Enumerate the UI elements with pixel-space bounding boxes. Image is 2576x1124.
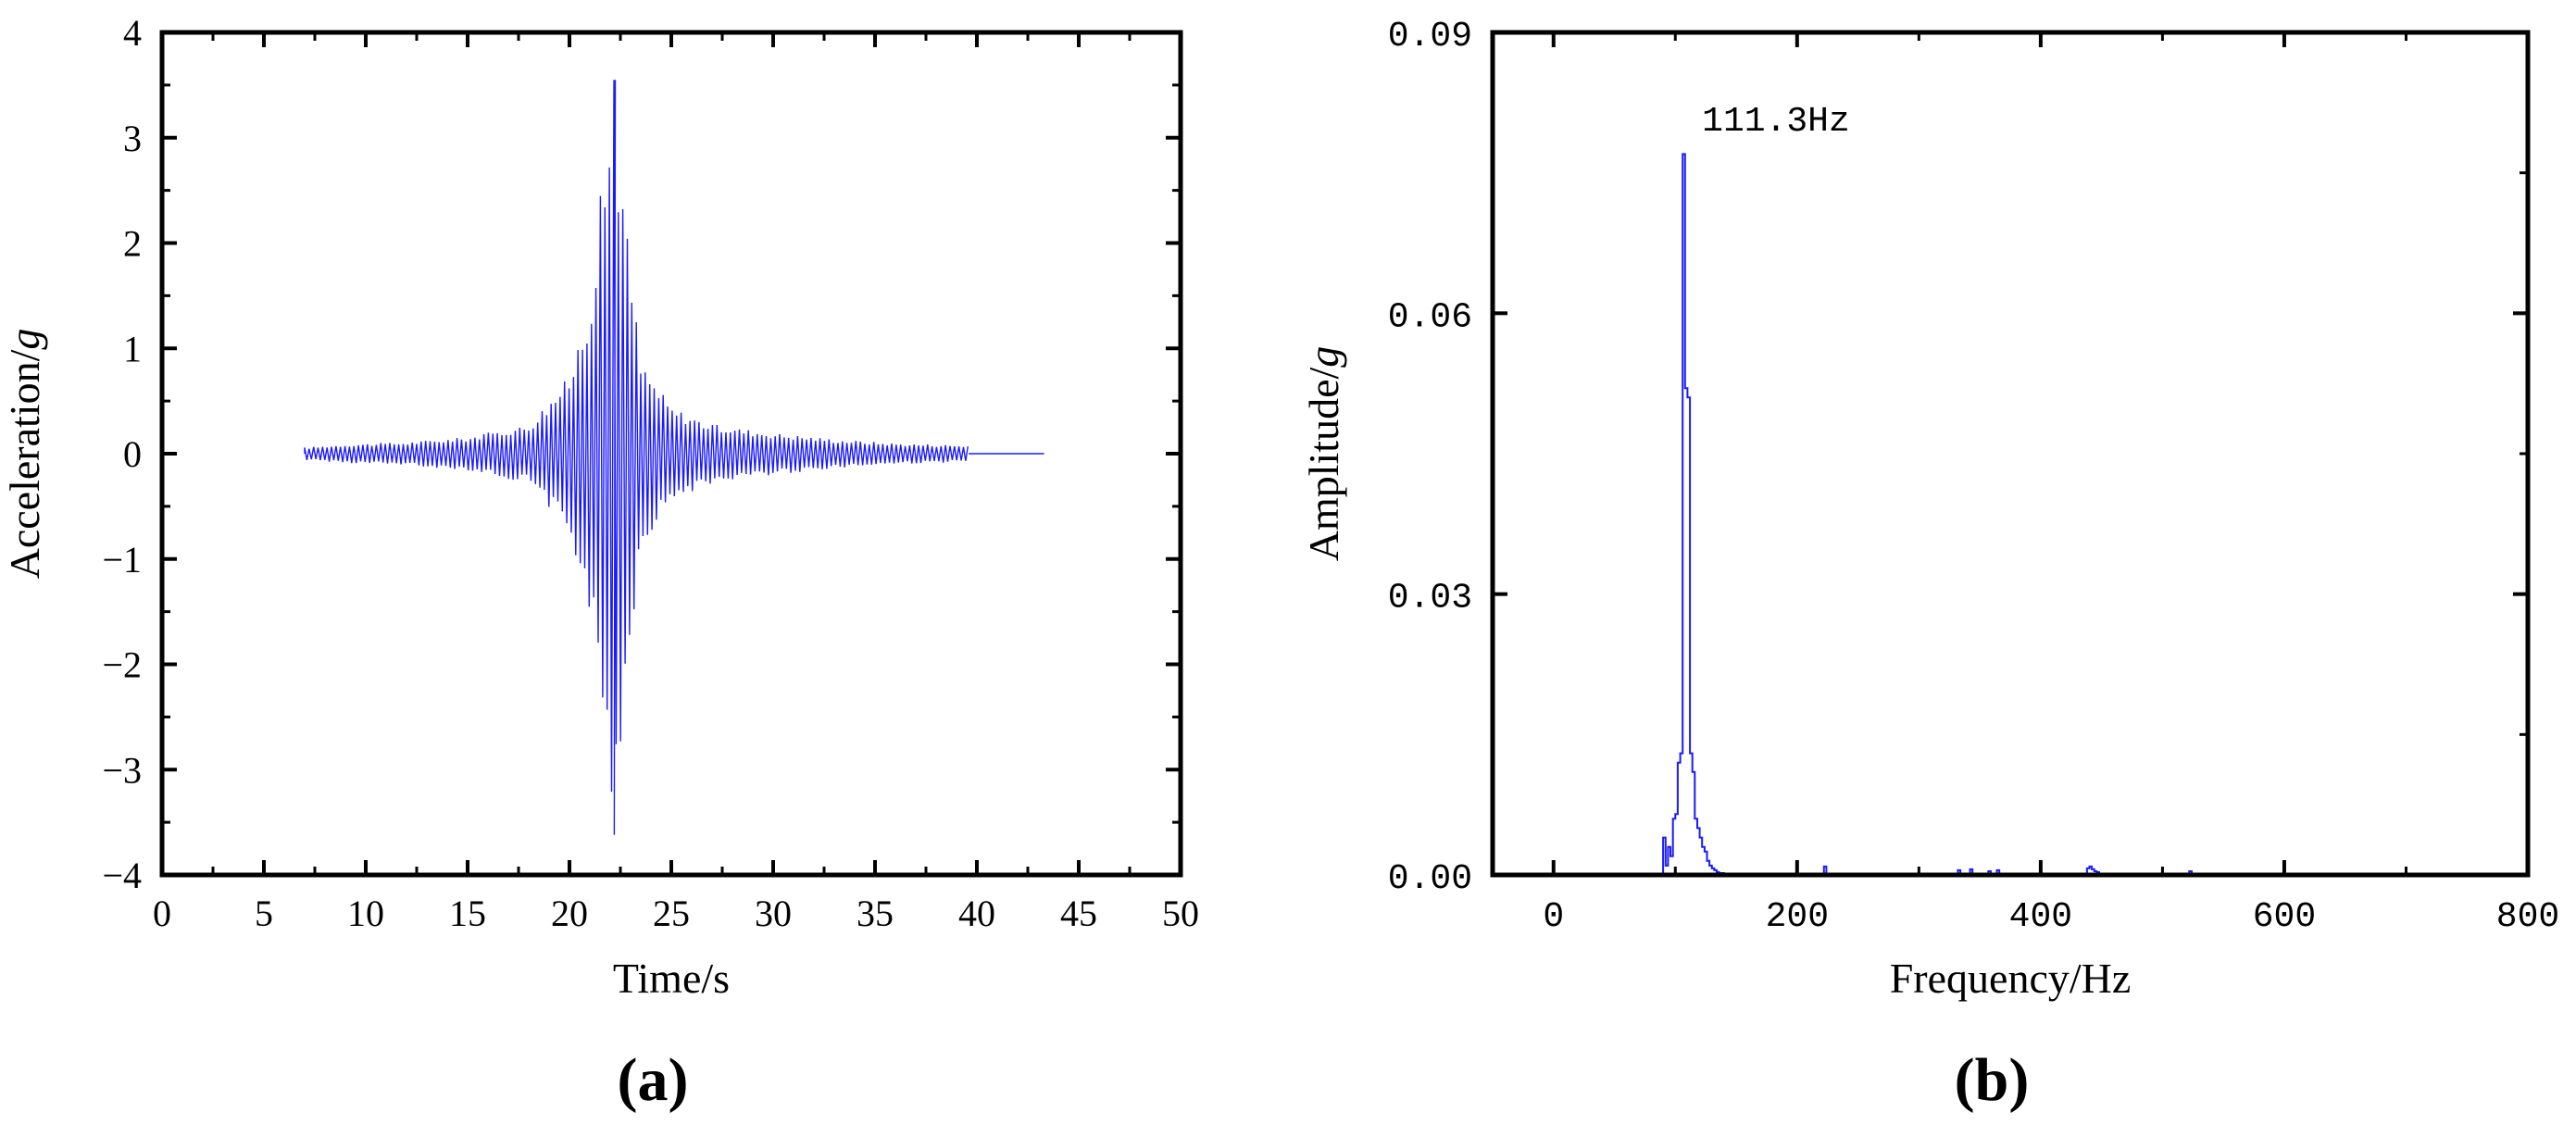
x-tick-label: 10 bbox=[347, 893, 384, 934]
x-tick-label: 45 bbox=[1060, 893, 1097, 934]
y-tick-label: 0.09 bbox=[1388, 17, 1472, 56]
x-tick-label: 35 bbox=[857, 893, 894, 934]
x-tick-label: 25 bbox=[653, 893, 690, 934]
spectrum-series bbox=[1553, 153, 2284, 876]
y-tick-label: 4 bbox=[123, 12, 142, 54]
y-tick-label: 2 bbox=[123, 223, 142, 265]
plot-frame bbox=[1490, 30, 2531, 878]
y-tick-label: 0.03 bbox=[1388, 579, 1472, 618]
y-tick-label: 0 bbox=[123, 433, 142, 475]
y-tick-label: 0.00 bbox=[1388, 859, 1472, 899]
y-tick-label: 3 bbox=[123, 118, 142, 159]
y-axis-label-unit: g bbox=[1300, 346, 1347, 368]
x-tick-label: 15 bbox=[449, 893, 486, 934]
y-tick-label: −2 bbox=[102, 644, 142, 686]
y-tick-label: −3 bbox=[102, 749, 142, 791]
acceleration-series bbox=[304, 80, 969, 835]
x-tick-label: 800 bbox=[2496, 897, 2559, 937]
chart-a: 0 5 10 15 20 25 30 35 40 45 5043210−1−2−3−4Time/sA… bbox=[1, 12, 1199, 1114]
y-tick-label: 0.06 bbox=[1388, 297, 1472, 337]
x-tick-label: 5 bbox=[255, 893, 273, 934]
y-axis-label-text: Acceleration/ bbox=[1, 349, 48, 579]
x-tick-label: 0 bbox=[153, 893, 171, 934]
x-tick-label: 200 bbox=[1766, 897, 1829, 937]
x-tick-label: 600 bbox=[2253, 897, 2316, 937]
y-axis-label-unit: g bbox=[1, 329, 48, 350]
x-tick-label: 40 bbox=[958, 893, 995, 934]
y-tick-label: 1 bbox=[123, 328, 142, 369]
panel-label: (a) bbox=[618, 1046, 689, 1114]
x-axis-label: Time/s bbox=[613, 955, 730, 1002]
peak-annotation: 111.3Hz bbox=[1702, 102, 1850, 142]
chart-b: 111.3Hz 0 200 400 600 800 0.09 0.06 0.03 0.00 Freq… bbox=[1300, 17, 2559, 1114]
x-axis-label: Frequency/Hz bbox=[1890, 955, 2132, 1002]
y-tick-label: −4 bbox=[102, 855, 142, 896]
x-tick-label: 400 bbox=[2009, 897, 2072, 937]
panel-label: (b) bbox=[1955, 1046, 2030, 1114]
x-tick-label: 0 bbox=[1543, 897, 1564, 937]
x-tick-label: 30 bbox=[755, 893, 792, 934]
y-axis-label-text: Amplitude/ bbox=[1300, 368, 1347, 562]
y-tick-label: −1 bbox=[102, 539, 142, 581]
x-tick-label: 50 bbox=[1162, 893, 1199, 934]
y-axis-label: Acceleration/g bbox=[1, 329, 48, 580]
y-axis-label: Amplitude/g bbox=[1300, 346, 1347, 562]
x-tick-label: 20 bbox=[551, 893, 588, 934]
